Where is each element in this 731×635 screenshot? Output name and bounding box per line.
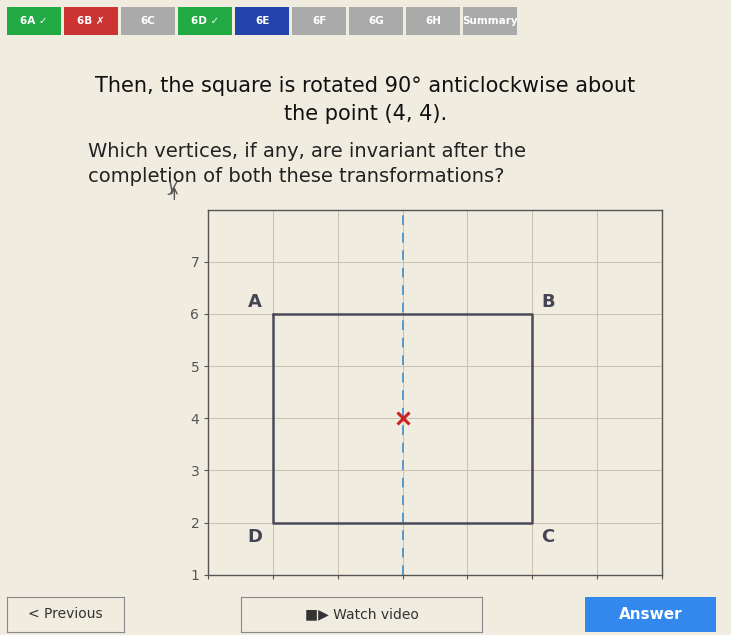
Text: Then, the square is rotated 90° anticlockwise about: Then, the square is rotated 90° anticloc…: [95, 76, 636, 96]
Text: the point (4, 4).: the point (4, 4).: [284, 104, 447, 124]
Text: B: B: [542, 293, 555, 311]
Text: 6G: 6G: [368, 16, 384, 26]
Text: completion of both these transformations?: completion of both these transformations…: [88, 167, 504, 186]
Text: 6F: 6F: [312, 16, 326, 26]
Text: D: D: [248, 528, 262, 546]
Text: Answer: Answer: [618, 607, 683, 622]
Text: Summary: Summary: [462, 16, 518, 26]
Text: 6C: 6C: [140, 16, 156, 26]
Text: 6E: 6E: [255, 16, 269, 26]
Text: y: y: [167, 177, 177, 195]
Text: C: C: [542, 528, 555, 546]
Text: < Previous: < Previous: [29, 607, 103, 622]
Text: 6B ✗: 6B ✗: [77, 16, 105, 26]
Text: 6H: 6H: [425, 16, 441, 26]
Text: A: A: [248, 293, 262, 311]
Text: Which vertices, if any, are invariant after the: Which vertices, if any, are invariant af…: [88, 142, 526, 161]
Text: 6D ✓: 6D ✓: [191, 16, 219, 26]
Text: ■▶ Watch video: ■▶ Watch video: [305, 607, 419, 622]
Text: 6A ✓: 6A ✓: [20, 16, 48, 26]
